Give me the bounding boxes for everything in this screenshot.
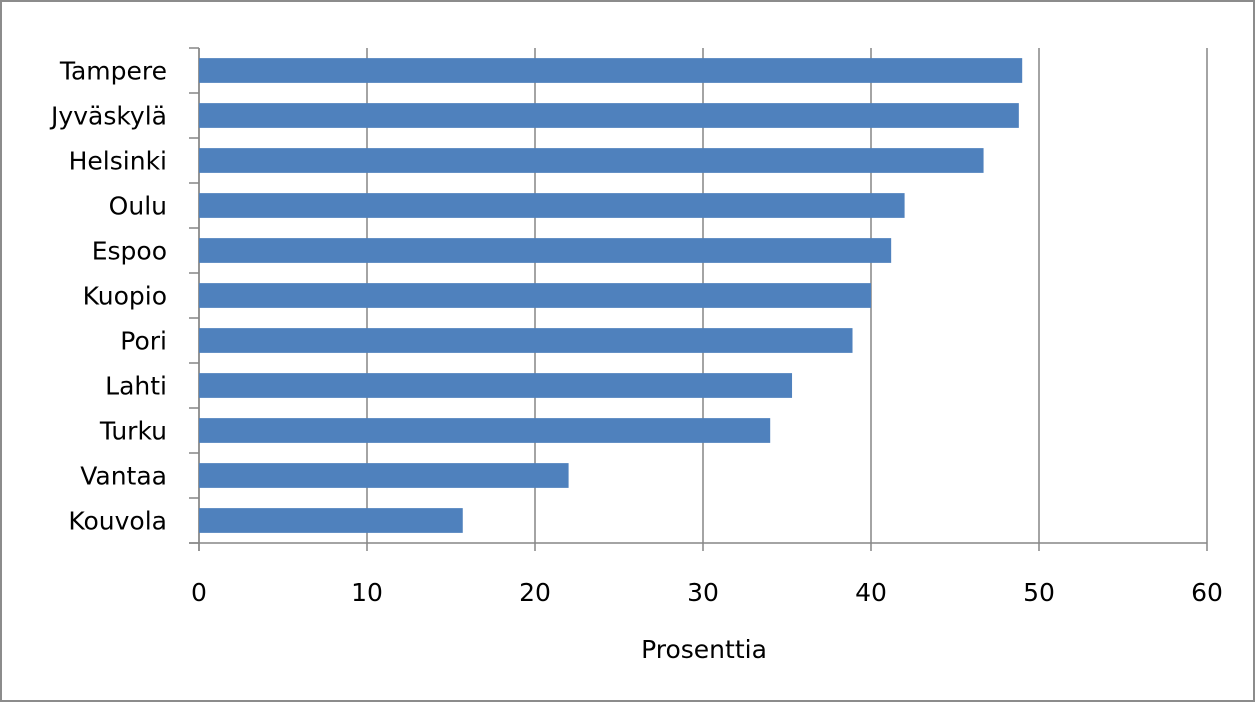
x-tick-label: 10	[351, 578, 383, 607]
x-tick-label: 30	[687, 578, 719, 607]
category-label: Pori	[120, 327, 167, 356]
category-label: Tampere	[59, 57, 167, 86]
x-axis-title: Prosenttia	[641, 635, 767, 664]
x-tick-label: 0	[191, 578, 207, 607]
category-label: Oulu	[109, 192, 167, 221]
bar-turku	[199, 418, 771, 443]
x-tick-label: 60	[1191, 578, 1223, 607]
category-label: Espoo	[92, 237, 167, 266]
bar-pori	[199, 328, 853, 353]
x-tick-label: 20	[519, 578, 551, 607]
bars	[199, 58, 1023, 533]
category-label: Turku	[99, 417, 167, 446]
bar-espoo	[199, 238, 892, 263]
category-label: Helsinki	[69, 147, 167, 176]
bar-tampere	[199, 58, 1023, 83]
category-label: Kuopio	[83, 282, 167, 311]
x-tick-labels: 0 10 20 30 40 50 60	[191, 578, 1223, 607]
category-label: Kouvola	[68, 507, 167, 536]
bar-lahti	[199, 373, 793, 398]
bar-kuopio	[199, 283, 871, 308]
category-labels: Tampere Jyväskylä Helsinki Oulu Espoo Kuopio P…	[49, 57, 167, 536]
x-tick-label: 40	[855, 578, 887, 607]
bar-oulu	[199, 193, 905, 218]
category-label: Lahti	[105, 372, 167, 401]
bar-kouvola	[199, 508, 463, 533]
bar-vantaa	[199, 463, 569, 488]
bar-jyväskylä	[199, 103, 1019, 128]
category-label: Jyväskylä	[49, 102, 167, 131]
x-tick-label: 50	[1023, 578, 1055, 607]
bar-helsinki	[199, 148, 984, 173]
category-label: Vantaa	[80, 462, 167, 491]
